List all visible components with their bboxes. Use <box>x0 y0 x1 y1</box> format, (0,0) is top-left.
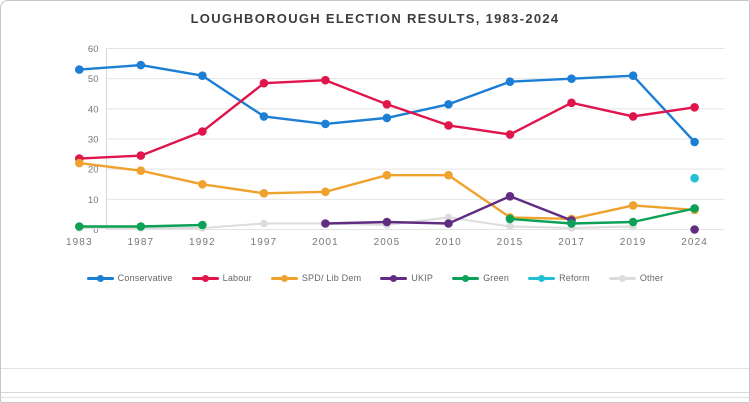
legend-item-reform: Reform <box>528 273 590 283</box>
legend-item-ukip: UKIP <box>380 273 433 283</box>
legend-marker-icon <box>191 274 219 282</box>
data-point-green <box>567 219 576 228</box>
legend-label: Other <box>639 273 664 283</box>
legend-marker-icon <box>452 274 480 282</box>
data-point-spd-lib-dem <box>198 180 207 189</box>
data-point-other <box>506 222 514 231</box>
data-point-reform <box>690 173 699 183</box>
data-point-labour <box>444 121 453 130</box>
legend-label: Green <box>483 273 510 283</box>
x-tick-label: 2019 <box>620 237 647 248</box>
y-tick-label: 0 <box>93 225 98 236</box>
data-point-conservative <box>628 71 638 80</box>
legend-marker-icon <box>270 274 298 282</box>
data-point-green <box>690 204 699 213</box>
x-tick-label: 2001 <box>312 237 339 248</box>
data-point-conservative <box>505 77 515 86</box>
row-divider <box>1 368 749 369</box>
legend-item-labour: Labour <box>191 273 252 283</box>
legend-label: Labour <box>222 273 252 283</box>
data-point-labour <box>505 130 515 139</box>
data-point-spd-lib-dem <box>444 170 453 180</box>
legend-label: Reform <box>559 273 590 283</box>
data-point-spd-lib-dem <box>136 166 146 175</box>
data-point-spd-lib-dem <box>75 158 84 168</box>
data-point-conservative <box>321 119 330 129</box>
data-point-spd-lib-dem <box>259 189 269 198</box>
y-tick-label: 20 <box>88 165 99 176</box>
x-tick-label: 2010 <box>435 237 462 248</box>
data-point-green <box>505 214 515 224</box>
legend-marker-icon <box>608 274 636 282</box>
y-tick-label: 40 <box>88 104 99 115</box>
y-tick-label: 30 <box>88 135 99 146</box>
data-point-green <box>75 222 84 231</box>
data-point-green <box>198 220 207 230</box>
row-divider <box>1 392 749 393</box>
legend-marker-icon <box>528 274 556 282</box>
data-point-labour <box>259 78 269 88</box>
row-divider <box>1 397 749 398</box>
legend-item-conservative: Conservative <box>86 273 173 283</box>
data-point-conservative <box>259 112 269 121</box>
legend-label: UKIP <box>411 273 434 283</box>
x-tick-label: 2005 <box>374 237 401 248</box>
data-point-conservative <box>136 60 146 70</box>
plot-area: 0 10 20 30 40 50 60 1983 1987 1992 1997 2001 2005 201… <box>66 44 725 248</box>
data-point-conservative <box>198 71 207 80</box>
legend-item-green: Green <box>452 273 509 283</box>
data-point-conservative <box>690 137 699 147</box>
data-point-spd-lib-dem <box>628 201 638 210</box>
legend-label: SPD/ Lib Dem <box>301 273 362 283</box>
data-point-ukip <box>444 219 453 228</box>
data-point-other <box>260 219 268 228</box>
data-point-green <box>136 222 146 231</box>
data-point-other <box>444 213 453 222</box>
data-point-conservative <box>382 113 392 123</box>
data-point-labour <box>628 112 638 121</box>
data-point-labour <box>136 151 146 160</box>
data-point-ukip <box>690 225 699 234</box>
legend-label: Conservative <box>117 273 173 283</box>
y-tick-label: 60 <box>88 44 99 55</box>
y-tick-label: 50 <box>88 74 99 85</box>
data-point-labour <box>567 98 576 108</box>
data-point-conservative <box>567 74 576 83</box>
y-tick-label: 10 <box>88 195 99 206</box>
legend-marker-icon <box>380 274 408 282</box>
chart-title: LOUGHBOROUGH ELECTION RESULTS, 1983-2024 <box>190 11 560 26</box>
data-point-ukip <box>321 219 330 228</box>
legend-item-other: Other <box>608 273 664 283</box>
data-point-ukip <box>505 192 515 201</box>
series-line-other <box>78 216 635 229</box>
data-point-green <box>628 217 638 227</box>
data-point-spd-lib-dem <box>321 187 330 197</box>
legend-item-spd-lib-dem: SPD/ Lib Dem <box>270 273 362 283</box>
data-point-labour <box>198 127 207 136</box>
data-point-ukip <box>382 217 392 227</box>
x-tick-label: 2017 <box>558 237 585 248</box>
data-point-labour <box>382 100 392 109</box>
x-tick-label: 1992 <box>189 237 216 248</box>
data-point-conservative <box>444 100 453 109</box>
data-point-conservative <box>75 65 84 74</box>
data-point-spd-lib-dem <box>382 170 392 180</box>
chart-legend: Conservative Labour SPD/ Lib Dem UKIP Green R… <box>1 273 749 283</box>
x-tick-label: 2024 <box>681 237 708 248</box>
x-tick-label: 1987 <box>128 237 155 248</box>
x-tick-label: 1997 <box>251 237 278 248</box>
data-point-labour <box>690 103 699 112</box>
data-point-labour <box>321 75 330 85</box>
x-tick-label: 2015 <box>497 237 524 248</box>
legend-marker-icon <box>86 274 114 282</box>
x-tick-label: 1983 <box>66 237 93 248</box>
